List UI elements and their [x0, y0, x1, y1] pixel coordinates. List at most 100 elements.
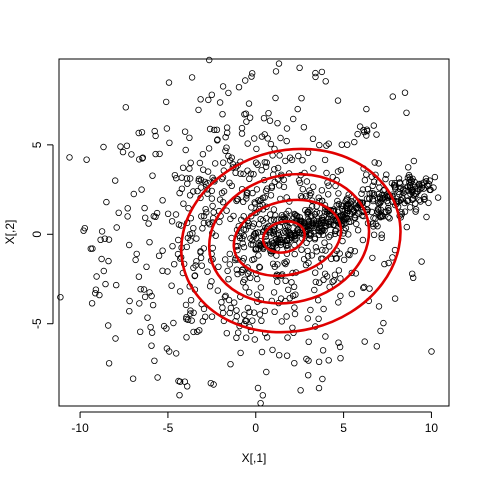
scatter-point: [299, 185, 306, 193]
scatter-point: [252, 246, 260, 253]
scatter-point: [403, 109, 410, 116]
scatter-point: [294, 105, 301, 113]
scatter-point: [227, 361, 234, 368]
scatter-point: [123, 142, 131, 149]
scatter-point: [199, 150, 207, 158]
scatter-point: [184, 180, 191, 187]
scatter-point: [140, 286, 148, 293]
scatter-point: [130, 190, 137, 198]
scatter-point: [265, 241, 272, 248]
scatter-point: [214, 287, 221, 294]
scatter-point: [343, 209, 351, 217]
scatter-point: [434, 194, 442, 201]
scatter-point: [361, 176, 369, 184]
scatter-point: [246, 308, 253, 316]
scatter-point: [119, 148, 127, 156]
scatter-point: [297, 387, 304, 394]
scatter-point: [391, 181, 398, 189]
scatter-point: [252, 200, 259, 207]
scatter-point: [239, 240, 246, 247]
scatter-point: [219, 110, 226, 118]
scatter-point: [98, 255, 105, 263]
scatter-point: [247, 274, 254, 281]
scatter-point: [92, 286, 100, 293]
scatter-point: [205, 56, 213, 64]
scatter-point: [188, 317, 195, 324]
scatter-point: [200, 305, 208, 313]
scatter-point: [250, 255, 258, 263]
scatter-point: [425, 199, 432, 207]
scatter-point: [197, 176, 205, 184]
scatter-point: [391, 295, 399, 302]
scatter-point: [241, 77, 249, 84]
scatter-point: [111, 177, 119, 184]
scatter-point: [190, 309, 197, 316]
scatter-point: [105, 257, 112, 265]
scatter-point: [176, 288, 184, 295]
scatter-point: [270, 231, 277, 238]
scatter-point: [360, 284, 367, 292]
scatter-point: [240, 213, 247, 220]
scatter-point: [239, 235, 246, 242]
scatter-point: [405, 171, 413, 179]
scatter-point: [225, 276, 232, 283]
scatter-point: [155, 252, 163, 259]
scatter-point: [243, 192, 250, 199]
scatter-point: [309, 135, 317, 142]
scatter-point: [187, 310, 194, 317]
scatter-point: [306, 206, 313, 214]
scatter-point: [98, 228, 106, 235]
scatter-point: [149, 172, 156, 179]
scatter-point: [152, 213, 159, 220]
scatter-point: [295, 229, 302, 237]
scatter-point: [242, 226, 250, 233]
scatter-point: [226, 179, 233, 186]
scatter-point: [267, 140, 275, 148]
scatter-point: [283, 352, 291, 359]
scatter-point: [291, 304, 298, 311]
scatter-point: [320, 213, 328, 220]
scatter-point: [151, 127, 158, 135]
scatter-point: [263, 368, 270, 376]
scatter-point: [250, 309, 258, 316]
scatter-point: [318, 68, 326, 76]
scatter-point: [370, 178, 378, 185]
scatter-point: [233, 307, 240, 314]
scatter-point: [151, 357, 158, 364]
scatter-point: [417, 185, 424, 193]
scatter-point: [286, 154, 294, 161]
scatter-point: [275, 231, 283, 239]
scatter-point: [377, 327, 384, 335]
scatter-point: [136, 300, 143, 307]
scatter-point: [359, 186, 367, 193]
scatter-point: [312, 73, 319, 81]
x-tick-label: 5: [340, 421, 347, 435]
scatter-point: [159, 247, 166, 254]
scatter-point: [320, 305, 327, 313]
scatter-point: [100, 143, 107, 151]
scatter-point: [149, 301, 157, 309]
scatter-point: [339, 202, 346, 210]
scatter-point: [373, 131, 380, 138]
scatter-point: [378, 231, 385, 238]
scatter-point: [403, 223, 410, 231]
scatter-point: [216, 196, 224, 203]
scatter-point: [334, 97, 342, 104]
scatter-point: [353, 220, 360, 228]
scatter-point: [316, 141, 323, 149]
scatter-point: [305, 357, 312, 364]
x-axis: -10 -5 0 5 10: [71, 411, 438, 435]
scatter-point: [196, 159, 204, 167]
scatter-point: [282, 260, 289, 268]
scatter-point: [152, 150, 159, 158]
scatter-point: [250, 170, 257, 178]
scatter-point: [259, 392, 266, 399]
scatter-point: [267, 211, 274, 218]
scatter-point: [154, 374, 161, 381]
scatter-point: [244, 140, 251, 147]
scatter-point: [312, 244, 320, 251]
scatter-point: [186, 192, 194, 199]
scatter-point: [292, 235, 299, 242]
scatter-point: [397, 196, 404, 204]
scatter-point: [225, 152, 232, 160]
